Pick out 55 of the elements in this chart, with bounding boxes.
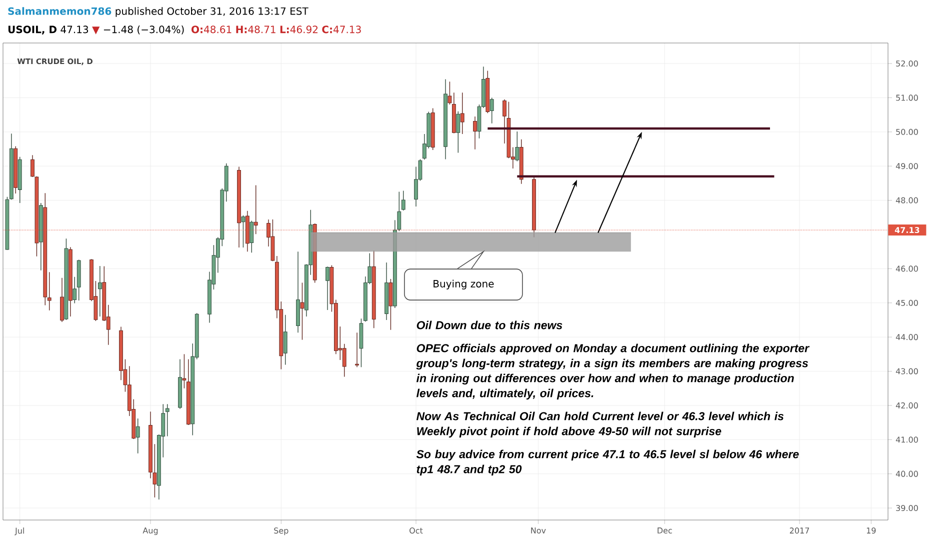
candlestick: [342, 344, 346, 378]
text: O:48.61 H:48.71 L:46.92 C:47.13: [192, 26, 361, 34]
y-tick-label: 41.00: [896, 436, 918, 443]
candlestick: [355, 332, 359, 368]
candlestick: [300, 282, 304, 340]
text: Salmanmemon786: [8, 7, 112, 15]
candlestick: [473, 116, 477, 150]
x-tick-label: Aug: [142, 528, 158, 536]
x-tick-label: Dec: [658, 528, 672, 534]
y-tick-label: 44.00: [896, 334, 918, 340]
x-tick-label: 2017: [790, 528, 809, 534]
y-tick-label: 42.00: [896, 402, 918, 408]
y-tick-label: 45.00: [896, 300, 918, 306]
candlestick: [456, 111, 460, 154]
annotation: Now As Technical Oil Can hold Current level or 46.3 level which is Weekly pivot point if hold above 49-50 will not surprise: [416, 412, 784, 438]
y-tick-label: 43.00: [896, 368, 918, 374]
annotation: Buying zone: [434, 280, 494, 290]
candlestick: [448, 81, 452, 105]
candlestick: [401, 190, 406, 211]
candlestick: [460, 92, 464, 134]
x-tick-label: Jul: [14, 528, 24, 536]
annotation: OPEC officials approved on Monday a document outlining the exporter group's long-term strategy, in a sign its members are making progress in ironing out differences over how and when to manage production levels and, ultimately, oil prices.: [416, 344, 810, 400]
y-tick-label: 49.00: [896, 163, 918, 170]
x-tick-label: Sep: [274, 528, 288, 536]
candlestick: [326, 266, 330, 310]
x-tick-label: 19: [866, 528, 876, 534]
candlestick: [72, 276, 77, 304]
annotation: So buy advice from current price 47.1 to 46.5 level sl below 46 where tp1 48.7 and tp2 50: [416, 450, 799, 476]
candlestick: [250, 220, 254, 253]
candlestick: [241, 214, 246, 248]
annotation: Oil Down due to this news: [416, 320, 562, 330]
candlestick: [136, 418, 140, 454]
y-tick-label: 40.00: [896, 470, 918, 477]
text: −1.48 (−3.04%): [104, 25, 184, 34]
candlestick: [47, 272, 52, 311]
candlestick: [182, 354, 186, 389]
candlestick: [490, 97, 494, 124]
y-tick-label: 52.00: [896, 60, 918, 67]
candlestick: [98, 266, 102, 317]
y-tick-label: 51.00: [896, 94, 918, 101]
x-tick-label: Oct: [410, 528, 423, 534]
x-tick-label: Nov: [531, 528, 546, 534]
y-tick-label: 50.00: [896, 128, 918, 135]
text: ▼: [92, 26, 100, 34]
y-tick-label: 46.00: [896, 266, 918, 272]
y-tick-label: 39.00: [896, 505, 918, 512]
text: USOIL, D 47.13: [8, 26, 88, 35]
ref-line-label: 47.13: [894, 227, 920, 234]
candlestick: [60, 278, 64, 322]
candlestick: [388, 278, 393, 330]
candlestick: [165, 404, 170, 437]
text: published October 31, 2016 13:17 EST: [116, 7, 308, 17]
candlestick: [515, 131, 520, 162]
candlestick: [283, 314, 288, 366]
y-tick-label: 48.00: [896, 197, 918, 204]
